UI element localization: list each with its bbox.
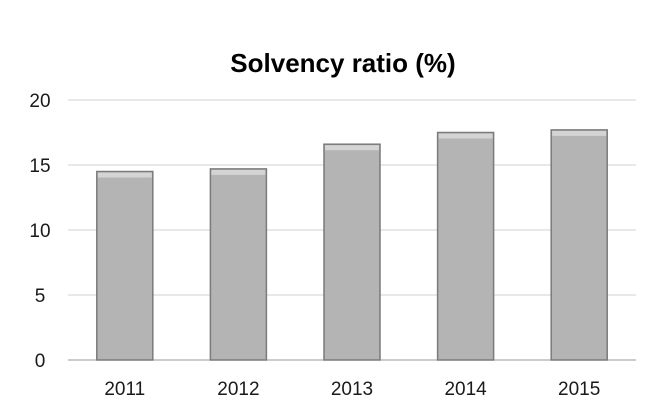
x-tick-label: 2014 xyxy=(444,379,487,400)
y-tick-label: 10 xyxy=(29,221,50,242)
bar xyxy=(323,143,381,361)
bar-highlight xyxy=(552,130,607,136)
bar-2011 xyxy=(96,170,154,361)
bar-highlight xyxy=(438,133,493,139)
bar-2014 xyxy=(436,131,495,361)
bar-2013 xyxy=(323,143,381,361)
y-tick-label: 15 xyxy=(29,156,50,177)
x-tick-label: 2012 xyxy=(217,379,259,400)
y-tick-label: 20 xyxy=(29,91,50,112)
x-tick-label: 2011 xyxy=(104,379,145,400)
x-axis: 2011 2012 2013 2014 2015 xyxy=(104,379,600,400)
bar xyxy=(550,129,608,361)
bar-highlight xyxy=(97,172,152,178)
bar xyxy=(209,168,268,361)
bar xyxy=(436,131,495,361)
bar-2012 xyxy=(209,168,268,361)
bar xyxy=(96,170,154,361)
chart-title: Solvency ratio (%) xyxy=(230,48,455,78)
bar-highlight xyxy=(325,145,379,151)
y-axis: 0 5 10 15 20 xyxy=(29,91,50,372)
x-tick-label: 2013 xyxy=(331,379,373,400)
bars xyxy=(96,129,608,361)
y-tick-label: 0 xyxy=(35,351,46,372)
y-tick-label: 5 xyxy=(35,286,46,307)
bar-highlight xyxy=(211,169,266,175)
x-tick-label: 2015 xyxy=(558,379,600,400)
bar-2015 xyxy=(550,129,608,361)
